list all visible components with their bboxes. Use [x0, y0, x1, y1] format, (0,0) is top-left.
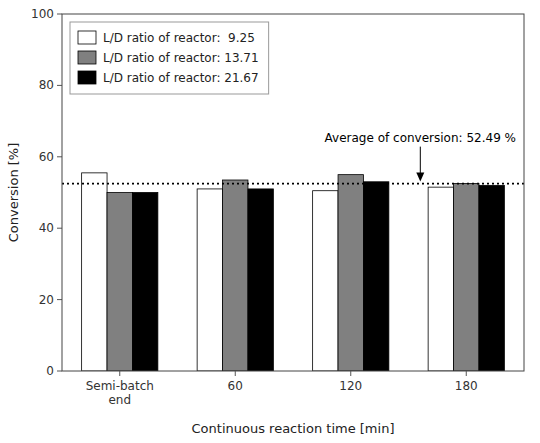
- legend-box: [70, 22, 269, 94]
- legend-swatch: [78, 71, 96, 84]
- y-tick: [57, 85, 62, 86]
- bar: [428, 187, 453, 371]
- bar: [82, 173, 107, 371]
- bar: [479, 185, 504, 371]
- y-tick: [57, 156, 62, 157]
- x-tick-label-line: Semi-batch: [86, 379, 154, 393]
- x-axis: Semi-batchend 60 120 180: [86, 371, 478, 407]
- x-tick: [235, 371, 236, 376]
- x-axis-label: Continuous reaction time [min]: [192, 421, 395, 436]
- y-tick: [57, 228, 62, 229]
- bar: [197, 189, 222, 371]
- annotation: Average of conversion: 52.49 %: [325, 131, 516, 145]
- legend-swatch: [78, 31, 96, 44]
- y-tick: [57, 371, 62, 372]
- bar: [223, 180, 248, 371]
- bar: [338, 175, 363, 371]
- plot-frame: [62, 14, 524, 371]
- bar: [313, 191, 338, 371]
- x-tick-label: 60: [228, 379, 243, 393]
- x-tick: [466, 371, 467, 376]
- chart: 0 20 40 60 80 100 Semi-batchend 60 120 180 Continu…: [0, 0, 540, 443]
- x-tick-label-line: 60: [228, 379, 243, 393]
- bar: [248, 189, 273, 371]
- y-tick-label: 20: [39, 293, 54, 307]
- y-axis-label: Conversion [%]: [6, 143, 21, 243]
- y-tick-label: 80: [39, 78, 54, 92]
- legend-label: L/D ratio of reactor: 21.67: [103, 71, 259, 85]
- legend-label: L/D ratio of reactor: 13.71: [103, 51, 259, 65]
- legend-swatch: [78, 51, 96, 64]
- legend: L/D ratio of reactor: 9.25 L/D ratio of r…: [70, 22, 269, 94]
- legend-label: L/D ratio of reactor: 9.25: [103, 31, 255, 45]
- bar: [363, 182, 388, 371]
- bar: [132, 193, 157, 372]
- y-tick: [57, 299, 62, 300]
- x-tick-label: 180: [455, 379, 478, 393]
- y-tick-label: 40: [39, 221, 54, 235]
- annotation-arrow: [420, 147, 421, 174]
- x-tick-label-line: 180: [455, 379, 478, 393]
- x-tick-label: 120: [339, 379, 362, 393]
- y-tick-label: 0: [46, 364, 54, 378]
- x-tick: [350, 371, 351, 376]
- x-tick: [119, 371, 120, 376]
- x-tick-label: Semi-batchend: [86, 379, 154, 407]
- y-tick-label: 100: [31, 7, 54, 21]
- y-tick-label: 60: [39, 150, 54, 164]
- annotation-arrowhead: [416, 173, 424, 182]
- average-line: [62, 183, 524, 185]
- bars: [82, 173, 505, 371]
- x-tick-label-line: 120: [339, 379, 362, 393]
- bar: [454, 184, 479, 371]
- y-axis: 0 20 40 60 80 100: [31, 7, 62, 378]
- x-tick-label-line: end: [108, 393, 131, 407]
- bar: [107, 193, 132, 372]
- y-tick: [57, 14, 62, 15]
